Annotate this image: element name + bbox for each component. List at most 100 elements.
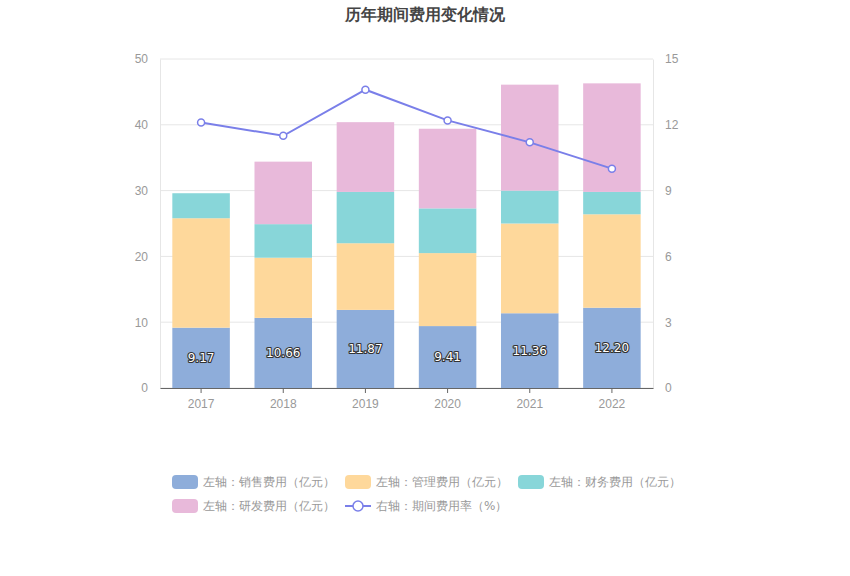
tick: 3 <box>653 316 672 330</box>
bar <box>583 83 641 192</box>
legend-label: 左轴：财务费用（亿元） <box>549 475 681 489</box>
axis-line <box>653 60 654 389</box>
tick-mark <box>365 388 366 393</box>
tick: 0 <box>653 381 672 395</box>
legend-item[interactable]: 左轴：管理费用（亿元） <box>345 475 508 489</box>
tick-label: 2021 <box>516 397 543 411</box>
bar <box>337 310 395 388</box>
grid-line <box>160 190 653 191</box>
tick-label: 30 <box>135 184 149 198</box>
bar <box>172 328 230 388</box>
bar <box>419 253 477 326</box>
tick-label: 20 <box>135 250 149 264</box>
bar <box>583 308 641 388</box>
tick: 40 <box>135 118 160 132</box>
bar <box>254 318 312 388</box>
x-axis: 2017 2018 2019 2020 2021 2022 <box>161 388 654 411</box>
tick-mark <box>283 388 284 393</box>
bar <box>501 224 559 314</box>
y2-axis: 0 3 6 9 12 15 <box>653 52 679 395</box>
bar <box>172 193 230 218</box>
bar <box>419 326 477 388</box>
tick: 2021 <box>516 388 543 411</box>
bar <box>419 208 477 253</box>
tick: 2018 <box>270 388 297 411</box>
tick-label: 2020 <box>434 397 461 411</box>
bar <box>172 193 230 194</box>
legend-symbol <box>345 475 371 489</box>
tick-label: 2022 <box>599 397 626 411</box>
tick: 2019 <box>352 388 379 411</box>
bar <box>337 122 395 192</box>
legend: 左轴：销售费用（亿元） 左轴：管理费用（亿元） 左轴：财务费用（亿元） 左轴：研发费用… <box>172 475 681 513</box>
title: 历年期间费用变化情况 <box>344 5 506 24</box>
data-label: 9.41 <box>434 350 461 364</box>
marker <box>608 165 615 172</box>
tick-label: 3 <box>665 316 672 330</box>
bar <box>337 243 395 310</box>
line <box>201 90 612 169</box>
legend-item[interactable]: 右轴：期间费用率（%） <box>345 499 507 513</box>
bar <box>254 224 312 258</box>
tick: 2022 <box>599 388 626 411</box>
tick-label: 0 <box>665 381 672 395</box>
tick: 9 <box>653 184 672 198</box>
tick-mark <box>447 388 448 393</box>
axis-line <box>160 60 161 389</box>
legend-item[interactable]: 左轴：销售费用（亿元） <box>172 475 335 489</box>
legend-symbol <box>172 499 198 513</box>
legend-label: 左轴：销售费用（亿元） <box>203 475 335 489</box>
data-label: 9.17 <box>188 351 215 365</box>
grid-line <box>160 256 653 257</box>
marker <box>198 119 205 126</box>
tick-label: 40 <box>135 118 149 132</box>
grid-line <box>160 322 653 323</box>
bar <box>254 258 312 318</box>
tick-mark <box>201 388 202 393</box>
data-labels: 9.17 10.66 11.87 9.41 11.36 12.20 <box>188 341 629 365</box>
tick-label: 12 <box>665 118 679 132</box>
tick: 0 <box>141 381 160 395</box>
data-label: 10.66 <box>266 346 300 360</box>
tick-label: 2018 <box>270 397 297 411</box>
tick-label: 50 <box>135 52 149 66</box>
tick-label: 10 <box>135 316 149 330</box>
chart: 历年期间费用变化情况010203040500369121520172018201… <box>0 0 850 576</box>
tick-mark <box>611 388 612 393</box>
bar <box>501 313 559 388</box>
tick-mark <box>529 388 530 393</box>
legend-label: 左轴：管理费用（亿元） <box>376 475 508 489</box>
legend-item[interactable]: 左轴：研发费用（亿元） <box>172 499 335 513</box>
tick-label: 6 <box>665 250 672 264</box>
data-label: 11.36 <box>513 344 547 358</box>
bar <box>254 162 312 225</box>
tick: 50 <box>135 52 160 66</box>
marks <box>172 83 640 388</box>
bar <box>337 192 395 243</box>
data-label: 11.87 <box>348 342 382 356</box>
marker <box>526 139 533 146</box>
tick: 6 <box>653 250 672 264</box>
grid-line <box>160 59 653 60</box>
tick-label: 0 <box>141 381 148 395</box>
legend-label: 右轴：期间费用率（%） <box>376 499 507 513</box>
bar <box>419 129 477 209</box>
marker <box>362 86 369 93</box>
tick-label: 9 <box>665 184 672 198</box>
tick-label: 2019 <box>352 397 379 411</box>
bar <box>172 218 230 327</box>
marker <box>444 117 451 124</box>
legend-item[interactable]: 左轴：财务费用（亿元） <box>518 475 681 489</box>
tick-label: 2017 <box>188 397 215 411</box>
bar <box>501 191 559 224</box>
legend-symbol <box>518 475 544 489</box>
tick: 30 <box>135 184 160 198</box>
tick: 2017 <box>188 388 215 411</box>
tick: 20 <box>135 250 160 264</box>
tick: 12 <box>653 118 679 132</box>
legend-symbol <box>172 475 198 489</box>
data-label: 12.20 <box>595 341 629 355</box>
tick: 15 <box>653 52 679 66</box>
legend-label: 左轴：研发费用（亿元） <box>203 499 335 513</box>
tick-label: 15 <box>665 52 679 66</box>
